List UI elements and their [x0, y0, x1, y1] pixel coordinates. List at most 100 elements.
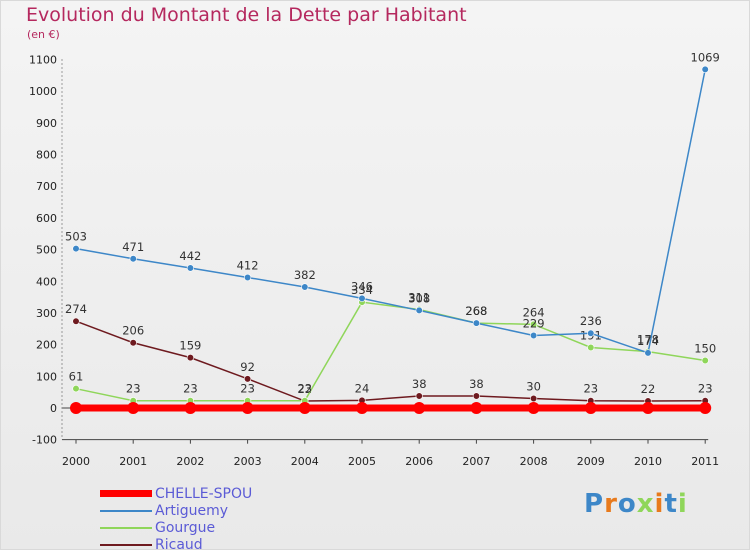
x-tick-label: 2006 [405, 455, 433, 468]
legend-item-chelle-spou: CHELLE-SPOU [100, 485, 252, 502]
y-tick-label: 500 [36, 244, 57, 257]
data-point [529, 331, 538, 340]
y-tick-label: 800 [36, 149, 57, 162]
legend-label: Gourgue [155, 519, 216, 536]
data-point [184, 402, 197, 414]
data-label: 264 [523, 305, 545, 319]
legend-swatch-artiguemy [100, 509, 152, 512]
y-tick-label: 100 [36, 370, 57, 383]
data-point [587, 343, 595, 352]
chart-title: Evolution du Montant de la Dette par Hab… [26, 4, 467, 26]
logo-letter: x [636, 489, 655, 519]
data-label: 503 [65, 230, 87, 244]
y-tick-label: 900 [36, 117, 57, 130]
legend: CHELLE-SPOU Artiguemy Gourgue Ricaud [100, 485, 252, 553]
data-point [415, 306, 423, 315]
y-tick-label: 700 [36, 180, 57, 193]
data-label: 24 [355, 381, 370, 395]
y-tick-label: 200 [36, 339, 57, 352]
logo-letter: i [654, 489, 665, 519]
data-label: 23 [126, 382, 141, 396]
data-point [642, 402, 654, 414]
data-point [72, 317, 80, 325]
data-label: 334 [351, 283, 373, 297]
chart-subtitle: (en €) [27, 28, 60, 41]
legend-item-ricaud: Ricaud [100, 536, 252, 553]
logo-letter: r [604, 489, 618, 519]
x-tick-label: 2009 [577, 455, 605, 468]
data-point [701, 65, 709, 73]
data-label: 22 [641, 382, 656, 396]
data-point [358, 294, 366, 302]
data-point [241, 402, 254, 414]
data-point [186, 354, 194, 362]
data-point [356, 402, 368, 414]
data-point [127, 402, 140, 414]
data-label: 23 [183, 382, 198, 396]
data-label: 174 [637, 334, 659, 348]
y-tick-label: 0 [50, 402, 57, 415]
data-label: 23 [583, 382, 598, 396]
legend-label: Ricaud [155, 536, 203, 553]
legend-item-artiguemy: Artiguemy [100, 502, 252, 519]
data-label: 23 [297, 382, 312, 396]
data-point [298, 402, 311, 414]
data-label: 23 [240, 382, 255, 396]
data-point [472, 319, 481, 327]
y-tick-label: 600 [36, 212, 57, 225]
series-line-ricaud [75, 320, 706, 402]
data-label: 442 [179, 249, 201, 263]
data-label: 274 [65, 302, 87, 316]
data-point [72, 245, 80, 253]
data-point [701, 356, 709, 365]
data-label: 178 [637, 333, 659, 347]
data-label: 311 [408, 290, 430, 304]
data-label: 346 [351, 279, 373, 293]
data-label: 236 [580, 314, 602, 328]
data-label: 308 [408, 291, 430, 305]
x-tick-label: 2004 [291, 455, 319, 468]
y-tick-label: -100 [32, 434, 57, 447]
data-point [527, 402, 540, 414]
data-label: 22 [297, 382, 312, 396]
proxiti-logo: Proxiti [584, 489, 688, 519]
data-label: 150 [694, 341, 716, 355]
data-label: 23 [698, 382, 713, 396]
data-label: 206 [122, 324, 144, 338]
data-point [472, 392, 481, 400]
y-tick-label: 300 [36, 307, 57, 320]
data-label: 229 [523, 316, 545, 330]
data-point [413, 402, 426, 414]
data-point [129, 255, 137, 263]
data-point [644, 349, 652, 357]
legend-label: CHELLE-SPOU [155, 485, 253, 502]
logo-letter: P [584, 489, 605, 519]
legend-swatch-chelle-spou [100, 490, 152, 497]
data-label: 471 [122, 240, 144, 254]
data-point [415, 392, 423, 400]
data-label: 1069 [691, 50, 720, 64]
data-label: 38 [412, 377, 427, 391]
legend-item-gourgue: Gourgue [100, 519, 252, 536]
logo-letter: t [664, 489, 678, 519]
data-point [186, 264, 194, 272]
x-tick-label: 2008 [520, 455, 548, 468]
data-point [529, 394, 538, 403]
x-tick-label: 2000 [62, 455, 90, 468]
data-label: 61 [69, 370, 84, 384]
data-point [301, 283, 309, 291]
y-tick-label: 400 [36, 275, 57, 288]
data-point [470, 402, 483, 414]
data-label: 30 [526, 379, 541, 393]
y-tick-label: 1100 [29, 54, 57, 67]
data-point [699, 402, 712, 414]
data-label: 268 [465, 304, 487, 318]
legend-swatch-gourgue [100, 526, 152, 529]
data-label: 38 [469, 377, 484, 391]
data-point [584, 402, 597, 414]
series-line-gourgue [75, 301, 706, 402]
data-point [244, 273, 252, 282]
data-label: 159 [179, 339, 201, 353]
